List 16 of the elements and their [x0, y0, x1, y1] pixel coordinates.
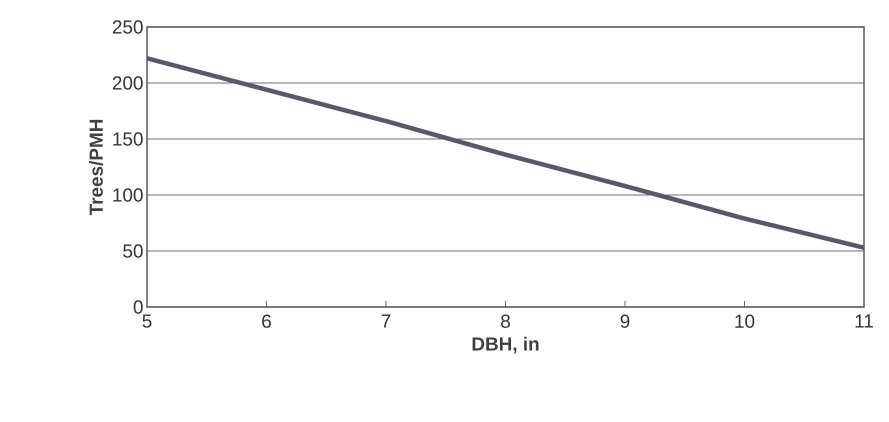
y-tick-label: 150 — [113, 132, 143, 146]
line-series — [147, 56, 864, 250]
x-axis-title: DBH, in — [472, 336, 538, 354]
x-tick-label: 11 — [856, 314, 873, 328]
y-tick-label: 200 — [112, 76, 143, 90]
y-tick-label: 0 — [134, 300, 143, 314]
y-axis-title: Trees/PMH — [88, 120, 104, 216]
x-tick-label: 9 — [620, 314, 630, 328]
x-tick-label: 5 — [142, 314, 152, 328]
x-tick-label: 7 — [382, 314, 390, 328]
y-tick-label: 50 — [123, 244, 143, 258]
x-tick-label: 6 — [262, 314, 271, 328]
x-tick-label: 10 — [735, 314, 754, 328]
y-tick-label: 100 — [113, 188, 143, 202]
y-tick-label: 250 — [112, 20, 143, 34]
x-tick-label: 8 — [501, 314, 510, 328]
